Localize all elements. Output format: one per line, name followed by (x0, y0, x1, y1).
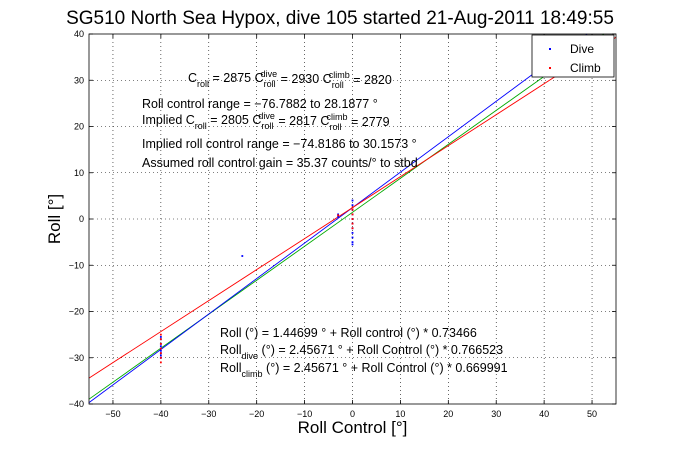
annotation-part: Implied C (142, 113, 195, 127)
data-point-dive (337, 213, 340, 216)
data-point-climb (159, 342, 162, 345)
annotation-part: climb (329, 70, 350, 80)
x-tick-label: 30 (491, 409, 501, 419)
x-tick-label: −20 (249, 409, 264, 419)
data-point-dive (159, 345, 162, 348)
data-point-climb (351, 227, 354, 230)
annotation-part: Roll (°) = 1.44699 ° + Roll control (°) … (220, 326, 477, 340)
x-tick-label: 10 (395, 409, 405, 419)
data-point-dive (241, 255, 244, 257)
annotation-part: roll (197, 79, 209, 89)
data-point-dive (351, 231, 354, 234)
y-tick-label: −20 (69, 307, 84, 317)
annotation-line: Croll = 2875 Crolldive = 2930 Crollclimb… (188, 69, 392, 90)
annotation-part: = 2875 C (209, 71, 264, 85)
y-tick-label: −10 (69, 260, 84, 270)
annotation-part: dive (258, 111, 275, 121)
annotation-part: roll (332, 80, 344, 90)
data-points (159, 199, 354, 364)
y-tick-label: 0 (79, 214, 84, 224)
annotation-line: Rolldive (°) = 2.45671 ° + Roll Control … (220, 343, 503, 361)
annotation-part: (°) = 2.45671 ° + Roll Control (°) * 0.7… (258, 343, 503, 357)
data-point-dive (159, 349, 162, 352)
annotation-part: = 2820 (350, 73, 392, 87)
annotation-part: Roll control range = −76.7882 to 28.1877… (142, 97, 378, 111)
data-point-dive (351, 236, 354, 239)
y-tick-label: 10 (74, 168, 84, 178)
x-tick-label: 40 (539, 409, 549, 419)
annotation-part: Assumed roll control gain = 35.37 counts… (142, 156, 418, 170)
y-tick-label: −40 (69, 399, 84, 409)
x-tick-label: −10 (297, 409, 312, 419)
data-point-climb (159, 361, 162, 364)
annotation-part: = 2817 C (275, 114, 330, 128)
data-point-climb (351, 213, 354, 216)
annotation-part: climb (326, 112, 347, 122)
data-point-dive (159, 354, 162, 357)
annotation-line: Roll control range = −76.7882 to 28.1877… (142, 97, 378, 111)
annotation-line: Implied Croll = 2805 Crolldive = 2817 Cr… (142, 111, 390, 132)
data-point-climb (337, 214, 340, 217)
x-tick-label: 0 (350, 409, 355, 419)
annotation-line: Roll (°) = 1.44699 ° + Roll control (°) … (220, 326, 477, 340)
annotation-line: Rollclimb (°) = 2.45671 ° + Roll Control… (220, 361, 508, 379)
legend-label: Climb (570, 61, 601, 75)
x-axis-label: Roll Control [°] (298, 418, 408, 437)
y-tick-label: −30 (69, 353, 84, 363)
data-point-climb (351, 206, 354, 209)
y-tick-label: 30 (74, 75, 84, 85)
data-point-dive (337, 215, 340, 218)
legend-box (531, 34, 615, 78)
annotation-part: roll (195, 121, 207, 131)
x-tick-label: −50 (105, 409, 120, 419)
annotation-part: roll (329, 122, 341, 132)
annotation-part: = 2930 C (277, 72, 332, 86)
axis-ticks: −50 −40 −30 −20 −10 0 10 20 30 40 50 −40 −30 −20 −10 0 1… (69, 29, 616, 419)
annotation-part: Roll (220, 361, 242, 375)
annotation-part: = 2779 (348, 115, 390, 129)
legend: Dive Climb (531, 34, 615, 78)
grid-lines (89, 34, 616, 404)
x-tick-label: 50 (587, 409, 597, 419)
data-point-climb (351, 222, 354, 225)
data-point-climb (159, 338, 162, 341)
annotations: Croll = 2875 Crolldive = 2930 Crollclimb… (142, 69, 508, 379)
legend-marker (549, 67, 551, 69)
annotation-line: Implied roll control range = −74.8186 to… (142, 137, 417, 151)
fit-line (88, 33, 605, 400)
data-point-climb (351, 208, 354, 211)
legend-marker (549, 48, 551, 50)
chart-title: SG510 North Sea Hypox, dive 105 started … (66, 8, 614, 29)
annotation-line: Assumed roll control gain = 35.37 counts… (142, 156, 418, 170)
data-point-climb (159, 352, 162, 355)
annotation-part: = 2805 C (207, 113, 262, 127)
annotation-part: roll (264, 79, 276, 89)
annotation-part: climb (242, 369, 263, 379)
fit-line (88, 33, 588, 403)
annotation-part: dive (261, 69, 278, 79)
data-point-dive (351, 204, 354, 207)
data-point-dive (159, 336, 162, 338)
y-tick-label: 40 (74, 29, 84, 39)
data-point-dive (351, 199, 354, 202)
annotation-part: Implied roll control range = −74.8186 to… (142, 137, 417, 151)
annotation-part: (°) = 2.45671 ° + Roll Control (°) * 0.6… (263, 361, 508, 375)
annotation-part: C (188, 71, 197, 85)
y-tick-label: 20 (74, 122, 84, 132)
data-point-climb (159, 347, 162, 350)
x-tick-label: 20 (443, 409, 453, 419)
data-point-dive (351, 243, 354, 246)
legend-label: Dive (570, 42, 594, 56)
annotation-part: dive (242, 351, 259, 361)
data-point-climb (351, 218, 354, 220)
annotation-part: Roll (220, 343, 242, 357)
data-point-climb (159, 356, 162, 359)
data-point-dive (351, 241, 354, 244)
annotation-part: roll (261, 121, 273, 131)
y-axis-label: Roll [°] (45, 194, 64, 244)
data-point-climb (159, 333, 162, 336)
x-tick-label: −40 (153, 409, 168, 419)
x-tick-label: −30 (201, 409, 216, 419)
